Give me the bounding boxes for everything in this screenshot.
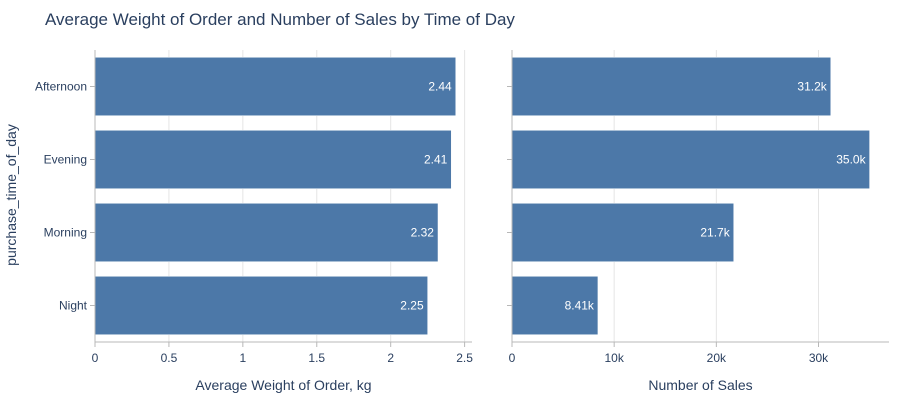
data-label: 2.44 <box>428 80 452 94</box>
bar-afternoon <box>511 57 832 116</box>
data-label: 8.41k <box>565 299 595 313</box>
x-tick-label: 0.5 <box>161 351 178 365</box>
panel-1: 2.44 2.41 2.32 2.25 0 0.5 1 1.5 2 2.5 Afternoon Eve… <box>35 50 473 393</box>
x-tick-label: 0 <box>509 351 516 365</box>
data-label: 31.2k <box>797 80 827 94</box>
data-label: 2.41 <box>424 153 448 167</box>
y-axis-title: purchase_time_of_day <box>3 124 19 266</box>
panels-group: 2.44 2.41 2.32 2.25 0 0.5 1 1.5 2 2.5 Afternoon Eve… <box>35 50 889 393</box>
x-tick-label: 2.5 <box>456 351 473 365</box>
data-label: 35.0k <box>836 153 866 167</box>
bar-evening <box>511 130 870 189</box>
x-tick-label: 10k <box>604 351 624 365</box>
bar-afternoon <box>94 57 456 116</box>
data-label: 2.25 <box>400 299 424 313</box>
bar-morning <box>511 203 734 262</box>
x-axis-title: Average Weight of Order, kg <box>195 377 371 393</box>
x-tick-label: 1 <box>239 351 246 365</box>
bar-evening <box>94 130 452 189</box>
chart-title: Average Weight of Order and Number of Sa… <box>45 10 515 29</box>
y-tick-label: Morning <box>44 226 87 240</box>
bar-night <box>511 276 599 335</box>
y-tick-label: Afternoon <box>35 80 87 94</box>
x-tick-label: 20k <box>707 351 727 365</box>
bar-night <box>94 276 428 335</box>
data-label: 2.32 <box>411 226 435 240</box>
x-tick-label: 2 <box>387 351 394 365</box>
data-label: 21.7k <box>700 226 730 240</box>
x-tick-label: 0 <box>92 351 99 365</box>
panel-2: 31.2k 35.0k 21.7k 8.41k 0 10k 20k 30k Number of … <box>507 50 889 393</box>
y-tick-label: Night <box>59 299 88 313</box>
x-tick-label: 30k <box>809 351 829 365</box>
y-tick-label: Evening <box>44 153 87 167</box>
x-axis-title: Number of Sales <box>648 377 752 393</box>
x-tick-label: 1.5 <box>308 351 325 365</box>
bar-morning <box>94 203 439 262</box>
